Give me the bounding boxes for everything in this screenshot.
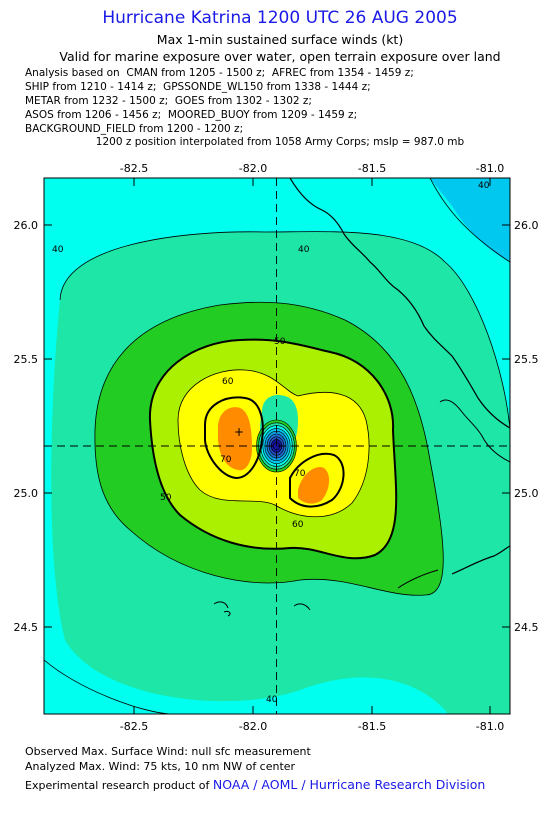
map-title: Hurricane Katrina 1200 UTC 26 AUG 2005 — [102, 8, 458, 28]
contour-label: 70 — [294, 469, 306, 479]
contour-label: 60 — [292, 520, 304, 530]
y-tick-left: 25.5 — [14, 353, 39, 366]
wind-field-map: 40 40 40 50 50 60 60 70 70 40 -82.5 -82.… — [14, 162, 539, 733]
contour-label: 60 — [222, 377, 234, 387]
map-subtitle-exposure: Valid for marine exposure over water, op… — [59, 49, 501, 64]
florida-coastline — [289, 178, 510, 429]
contour-label: 40 — [52, 245, 64, 255]
contour-lines — [44, 178, 510, 714]
x-tick-top: -81.0 — [476, 162, 504, 175]
wind-max-northwest — [218, 407, 252, 471]
florida-bay-coast — [439, 399, 510, 463]
contour-50 — [94, 301, 444, 596]
x-tick-bottom: -81.5 — [358, 720, 386, 733]
y-tick-left: 26.0 — [14, 219, 39, 232]
tick-marks — [44, 178, 510, 714]
florida-keys-middle — [397, 569, 439, 589]
analysis-line: METAR from 1232 - 1500 z; GOES from 1302… — [25, 95, 312, 107]
map-subtitle-winds: Max 1-min sustained surface winds (kt) — [156, 32, 404, 47]
credit-line: Experimental research product of NOAA / … — [25, 777, 485, 792]
contour-label: 50 — [160, 493, 172, 503]
y-tick-left: 24.5 — [14, 621, 39, 634]
analysis-line: BACKGROUND_FIELD from 1200 - 1200 z; — [25, 123, 244, 135]
contour-max — [204, 396, 345, 508]
contour-60 — [148, 338, 398, 560]
y-tick-left: 25.0 — [14, 487, 39, 500]
y-tick-right: 25.0 — [514, 487, 539, 500]
plot-frame — [43, 177, 511, 715]
x-tick-top: -81.5 — [358, 162, 386, 175]
position-note: 1200 z position interpolated from 1058 A… — [95, 136, 465, 148]
wind-max-southeast — [298, 467, 330, 504]
max-wind-marker: + — [234, 425, 244, 439]
florida-keys-upper — [451, 545, 510, 575]
wind-below-30-region — [430, 178, 510, 262]
contour-30 — [429, 178, 510, 263]
marquesas-keys — [293, 603, 311, 611]
contour-label: 70 — [220, 455, 232, 465]
contour-40 — [59, 231, 510, 431]
x-tick-bottom: -82.0 — [239, 720, 267, 733]
x-tick-top: -82.0 — [239, 162, 267, 175]
x-tick-bottom: -81.0 — [476, 720, 504, 733]
y-tick-right: 26.0 — [514, 219, 539, 232]
land-outlines — [213, 178, 510, 617]
contour-70 — [177, 369, 370, 518]
contour-label: 50 — [274, 337, 286, 347]
x-tick-bottom: -82.5 — [120, 720, 148, 733]
y-tick-right: 25.5 — [514, 353, 539, 366]
contour-label: 40 — [266, 695, 278, 705]
contour-label: 40 — [298, 245, 310, 255]
analysis-line: Analysis based on CMAN from 1205 - 1500 … — [25, 67, 414, 79]
analysis-line: ASOS from 1206 - 1456 z; MOORED_BUOY fro… — [25, 109, 358, 121]
observed-max-wind: Observed Max. Surface Wind: null sfc mea… — [25, 745, 311, 758]
wind-contour-field — [44, 178, 510, 714]
credit-prefix: Experimental research product of — [25, 779, 210, 792]
dry-tortugas — [213, 601, 231, 617]
contour-40-south — [44, 659, 171, 714]
center-crosshair — [44, 178, 510, 714]
contour-label: 40 — [478, 181, 490, 191]
contour-label-group: 40 40 40 50 50 60 60 70 70 40 — [52, 181, 490, 705]
analyzed-max-wind: Analyzed Max. Wind: 75 kts, 10 nm NW of … — [25, 760, 296, 773]
credit-org-link[interactable]: NOAA / AOML / Hurricane Research Divisio… — [212, 777, 486, 792]
analysis-line: SHIP from 1210 - 1414 z; GPSSONDE_WL150 … — [25, 81, 371, 93]
axis-tick-labels: -82.5 -82.0 -81.5 -81.0 -82.5 -82.0 -81.… — [14, 162, 539, 733]
y-tick-right: 24.5 — [514, 621, 539, 634]
x-tick-top: -82.5 — [120, 162, 148, 175]
